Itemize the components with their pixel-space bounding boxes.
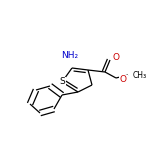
Text: O: O <box>112 52 119 62</box>
Text: S: S <box>59 78 65 86</box>
Text: O: O <box>120 76 127 85</box>
Text: CH₃: CH₃ <box>133 71 147 79</box>
Text: NH₂: NH₂ <box>61 52 79 60</box>
